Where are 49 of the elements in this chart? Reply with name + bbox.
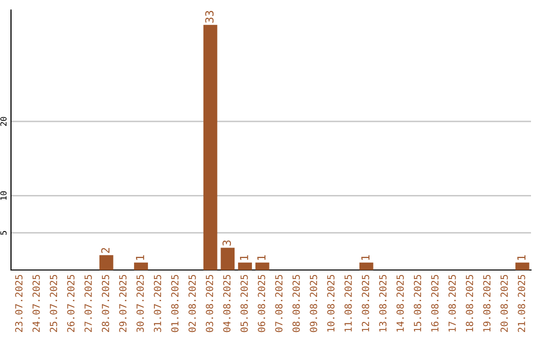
bar <box>238 262 252 270</box>
x-tick-label: 21.08.2025 <box>518 274 526 332</box>
bar <box>220 248 235 270</box>
data-label: 1 <box>517 255 526 260</box>
x-tick-label: 08.08.2025 <box>292 274 300 332</box>
x-tick-label: 12.08.2025 <box>362 274 370 332</box>
x-tick-label: 04.08.2025 <box>223 274 231 332</box>
data-label: 1 <box>240 255 248 260</box>
x-tick-label: 18.08.2025 <box>466 274 474 332</box>
x-tick-label: 19.08.2025 <box>483 274 491 332</box>
x-tick-label: 15.08.2025 <box>414 274 422 332</box>
x-tick-label: 11.08.2025 <box>344 274 352 332</box>
data-label: 1 <box>361 255 370 260</box>
x-tick-label: 01.08.2025 <box>171 274 179 332</box>
x-tick-label: 09.08.2025 <box>310 274 318 332</box>
x-tick-label: 31.07.2025 <box>154 274 162 332</box>
x-tick-label: 06.08.2025 <box>258 274 266 332</box>
data-label: 3 <box>222 240 231 246</box>
bar <box>203 24 218 270</box>
x-tick-label: 05.08.2025 <box>240 274 248 332</box>
y-tick-label: 20 <box>0 116 7 126</box>
x-tick-label: 03.08.2025 <box>206 274 214 332</box>
x-tick-label: 07.08.2025 <box>275 274 283 332</box>
x-tick-label: 29.07.2025 <box>119 274 127 332</box>
x-tick-label: 23.07.2025 <box>15 274 23 332</box>
x-tick-label: 10.08.2025 <box>327 274 335 332</box>
x-tick-label: 28.07.2025 <box>102 274 110 332</box>
x-tick-label: 26.07.2025 <box>67 274 75 332</box>
x-tick-label: 14.08.2025 <box>396 274 404 332</box>
data-label: 1 <box>136 255 144 260</box>
x-tick-label: 13.08.2025 <box>379 274 387 332</box>
bar <box>255 262 270 270</box>
x-tick-label: 25.07.2025 <box>50 274 58 332</box>
data-label: 2 <box>101 248 110 253</box>
x-tick-label: 30.07.2025 <box>136 274 144 332</box>
data-label: 33 <box>205 10 214 23</box>
bar <box>99 255 114 270</box>
bar <box>515 262 530 270</box>
data-label: 1 <box>257 255 266 260</box>
bar <box>134 262 148 270</box>
y-tick-label: 5 <box>0 231 7 235</box>
x-tick-label: 02.08.2025 <box>188 274 196 332</box>
x-tick-label: 17.08.2025 <box>448 274 456 332</box>
x-tick-label: 27.07.2025 <box>84 274 92 332</box>
x-tick-label: 20.08.2025 <box>500 274 508 332</box>
x-tick-label: 24.07.2025 <box>32 274 40 332</box>
bar <box>359 262 374 270</box>
y-tick-label: 10 <box>0 191 7 200</box>
x-tick-label: 16.08.2025 <box>431 274 439 332</box>
